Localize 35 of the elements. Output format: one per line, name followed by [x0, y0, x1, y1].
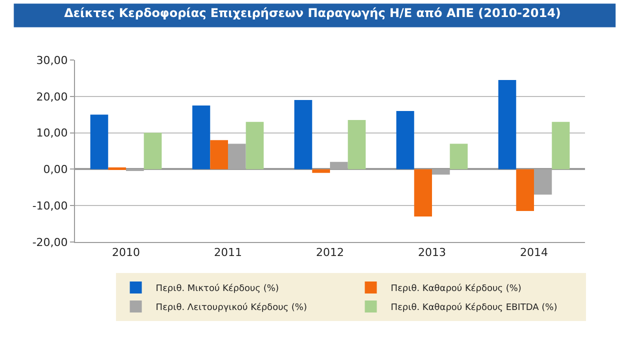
bar [534, 169, 552, 195]
bar [450, 144, 468, 170]
bar [396, 110, 414, 170]
bar [246, 122, 264, 170]
y-tick-label: -10,00 [32, 199, 68, 212]
x-tick-label: 2012 [316, 246, 344, 260]
legend-label: Περιθ. Καθαρού Κέρδους EBITDA (%) [390, 302, 558, 313]
y-tick-label: 30,00 [36, 54, 68, 67]
bar [210, 140, 228, 170]
chart-title: Δείκτες Κερδοφορίας Επιχειρήσεων Παραγωγής Η/Ε από ΑΠΕ (2010-2014) [64, 6, 561, 20]
bar [108, 167, 126, 170]
bar [192, 106, 210, 170]
bar [516, 169, 534, 212]
x-tick-label: 2010 [112, 246, 140, 260]
legend-label: Περιθ. Καθαρού Κέρδους (%) [390, 282, 522, 294]
bar [414, 169, 432, 217]
x-tick-label: 2013 [418, 246, 446, 260]
bar [312, 169, 330, 173]
y-tick-label: 0,00 [43, 163, 68, 176]
y-tick-label: -20,00 [32, 236, 68, 249]
legend-label: Περιθ. Λειτουργικού Κέρδους (%) [156, 302, 308, 313]
bar [144, 132, 162, 170]
bar [432, 169, 450, 175]
y-tick-label: 20,00 [36, 90, 68, 104]
bar [294, 100, 312, 170]
bar [90, 114, 108, 170]
legend-label: Περιθ. Μικτού Κέρδους (%) [156, 282, 279, 294]
bar [330, 162, 348, 170]
bar [498, 80, 516, 170]
bar [552, 122, 570, 170]
bar [348, 120, 366, 170]
x-tick-label: 2011 [214, 246, 242, 260]
bar [228, 144, 246, 170]
y-tick-label: 10,00 [36, 126, 68, 140]
x-tick-label: 2014 [520, 246, 548, 260]
